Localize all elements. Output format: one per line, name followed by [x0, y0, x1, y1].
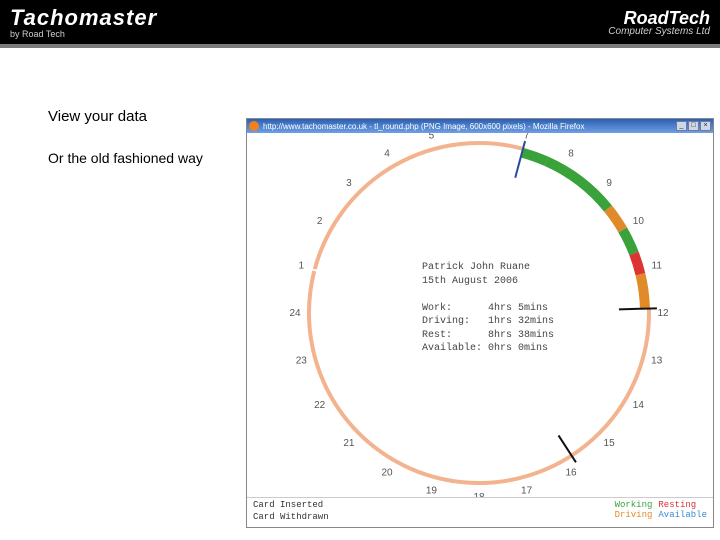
brand-left-name: Tachomaster	[10, 5, 157, 31]
svg-text:9: 9	[606, 178, 612, 189]
window-minimize-button[interactable]: _	[676, 121, 687, 131]
svg-text:22: 22	[314, 400, 326, 411]
legend-row: Working Resting	[615, 500, 707, 510]
svg-text:21: 21	[343, 438, 355, 449]
svg-text:14: 14	[633, 400, 645, 411]
svg-text:6: 6	[476, 133, 482, 135]
svg-text:16: 16	[565, 467, 577, 478]
svg-text:2: 2	[317, 216, 323, 227]
legend-right: Working Resting Driving Available	[609, 498, 713, 527]
svg-text:17: 17	[521, 486, 533, 497]
window-close-button[interactable]: ×	[700, 121, 711, 131]
legend-item: Working	[615, 500, 653, 510]
brand-right-sub: Computer Systems Ltd	[608, 26, 710, 37]
firefox-icon	[249, 121, 259, 131]
svg-text:5: 5	[429, 133, 435, 141]
browser-titlebar[interactable]: http://www.tachomaster.co.uk - tl_round.…	[247, 119, 713, 133]
window-maximize-button[interactable]: □	[688, 121, 699, 131]
svg-text:8: 8	[568, 149, 574, 160]
brand-right: RoadTech Computer Systems Ltd	[608, 8, 710, 37]
center-spacer	[422, 288, 554, 302]
brand-left-sub: by Road Tech	[10, 29, 157, 39]
svg-text:13: 13	[651, 356, 663, 367]
svg-text:1: 1	[298, 260, 304, 271]
center-stats: Work: 4hrs 5minsDriving: 1hrs 32minsRest…	[422, 302, 554, 356]
svg-text:23: 23	[296, 356, 308, 367]
svg-text:20: 20	[381, 467, 393, 478]
legend-item: Driving	[615, 510, 653, 520]
svg-text:19: 19	[426, 486, 438, 497]
svg-text:24: 24	[289, 308, 301, 319]
center-stat-row: Driving: 1hrs 32mins	[422, 315, 554, 329]
view-heading: View your data	[48, 108, 210, 125]
left-text: View your data Or the old fashioned way	[0, 48, 210, 536]
center-stat-row: Available: 0hrs 0mins	[422, 342, 554, 356]
legend-item: Available	[658, 510, 707, 520]
svg-text:15: 15	[604, 438, 616, 449]
browser-title: http://www.tachomaster.co.uk - tl_round.…	[263, 122, 675, 131]
chart-center-text: Patrick John Ruane 15th August 2006 Work…	[422, 261, 554, 356]
svg-text:11: 11	[652, 260, 663, 271]
legend-item: Resting	[658, 500, 696, 510]
svg-text:10: 10	[633, 216, 645, 227]
svg-text:7: 7	[524, 133, 530, 141]
browser-window: http://www.tachomaster.co.uk - tl_round.…	[246, 118, 714, 528]
center-date: 15th August 2006	[422, 275, 554, 289]
brand-left: Tachomaster by Road Tech	[10, 5, 157, 39]
legend-left: Card Inserted Card Withdrawn	[247, 498, 335, 527]
page-header: Tachomaster by Road Tech RoadTech Comput…	[0, 0, 720, 48]
center-stat-row: Rest: 8hrs 38mins	[422, 329, 554, 343]
svg-text:3: 3	[346, 178, 352, 189]
tachograph-chart: 123456789101112131415161718192021222324 …	[247, 133, 713, 511]
svg-text:12: 12	[657, 308, 669, 319]
view-subline: Or the old fashioned way	[48, 149, 210, 168]
legend-row: Driving Available	[615, 510, 707, 520]
legend-card-withdrawn: Card Withdrawn	[253, 512, 329, 524]
svg-text:4: 4	[384, 149, 390, 160]
legend-card-inserted: Card Inserted	[253, 500, 329, 512]
center-name: Patrick John Ruane	[422, 261, 554, 275]
legend-bar: Card Inserted Card Withdrawn Working Rest…	[247, 497, 713, 527]
center-stat-row: Work: 4hrs 5mins	[422, 302, 554, 316]
